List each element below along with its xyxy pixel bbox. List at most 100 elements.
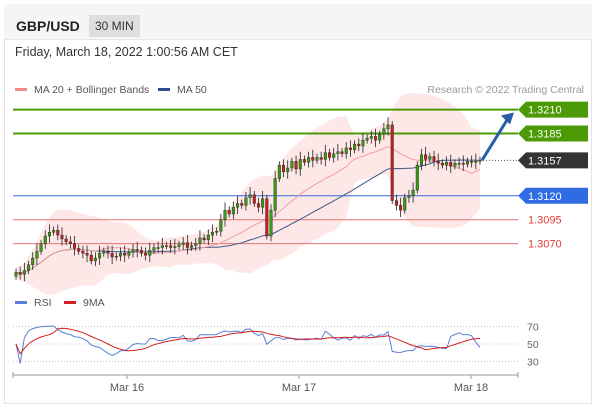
candle-body <box>265 198 269 237</box>
forecast-arrow <box>480 112 514 162</box>
price-level-label: 1.3070 <box>528 239 562 251</box>
candle-body <box>298 159 302 170</box>
candle-body <box>52 230 56 233</box>
candle-body <box>173 246 177 248</box>
price-level-label: 1.3095 <box>528 215 562 227</box>
candle-body <box>302 159 306 163</box>
rsi-tick-label: 30 <box>527 356 539 368</box>
candle-body <box>206 234 210 241</box>
date-label: Friday, March 18, 2022 1:00:56 AM CET <box>15 45 238 59</box>
candle-body <box>81 251 85 254</box>
ma50-legend-swatch <box>158 88 170 91</box>
candle-body <box>68 241 72 244</box>
candle-body <box>77 248 81 252</box>
candle-body <box>378 134 382 141</box>
candle-body <box>407 195 411 198</box>
candle-body <box>139 250 143 254</box>
candle-body <box>311 157 315 161</box>
bollinger-band-area <box>16 92 480 295</box>
rsi-tick-label: 50 <box>527 339 539 351</box>
price-level-lines <box>13 108 518 245</box>
timeframe-button[interactable]: 30 MIN <box>89 15 140 37</box>
ma9-legend-swatch <box>64 301 76 304</box>
candle-body <box>256 203 260 208</box>
price-tag-1.3185 <box>518 125 588 142</box>
chart-header: GBP/USD 30 MIN <box>4 4 592 40</box>
candle-body <box>131 249 135 253</box>
candle-body <box>35 251 39 259</box>
candle-body <box>286 167 290 173</box>
candle-body <box>424 154 428 160</box>
price-tag-1.3157 <box>518 152 588 169</box>
ma50-legend-label: MA 50 <box>177 84 207 96</box>
candle-body <box>135 249 139 251</box>
rsi-lines <box>15 325 481 364</box>
candle-body <box>419 154 423 166</box>
candle-body <box>231 207 235 215</box>
ma9-legend-label: 9MA <box>83 297 105 309</box>
candle-body <box>47 231 51 237</box>
price-level-labels: 1.3210 1.3185 1.3157 1.3120 1.3095 1.3070 <box>518 101 588 251</box>
candle-body <box>240 203 244 206</box>
x-tick-label: Mar 17 <box>282 382 316 394</box>
bollinger-band <box>16 92 480 295</box>
candle-body <box>127 252 131 256</box>
candle-body <box>457 163 461 165</box>
candle-body <box>307 157 311 163</box>
candle-body <box>315 157 319 161</box>
candle-body <box>411 189 415 196</box>
price-level-label: 1.3157 <box>528 155 562 167</box>
rsi-tick-label: 70 <box>527 322 539 334</box>
candle-body <box>210 231 214 236</box>
candle-body <box>340 151 344 154</box>
candle-body <box>89 254 93 262</box>
candle-body <box>102 251 106 254</box>
candle-body <box>290 161 294 169</box>
candle-body <box>215 231 219 233</box>
candle-body <box>373 136 377 141</box>
candle-body <box>449 162 453 167</box>
rsi-ma9-line <box>15 327 481 355</box>
candle-body <box>93 257 97 262</box>
candle-body <box>202 237 206 241</box>
candle-body <box>332 153 336 158</box>
candle-body <box>428 156 432 160</box>
candle-body <box>294 161 298 170</box>
candle-body <box>148 250 152 256</box>
candle-body <box>328 152 332 158</box>
candle-body <box>365 138 369 141</box>
candle-body <box>114 255 118 258</box>
candle-body <box>248 194 252 198</box>
candle-body <box>177 244 181 247</box>
rsi-line <box>15 325 481 364</box>
candle-body <box>436 161 440 164</box>
ma20-layer <box>15 146 481 274</box>
candle-body <box>119 253 123 257</box>
candle-body <box>236 203 240 208</box>
candle-body <box>474 161 478 163</box>
candle-body <box>185 242 189 248</box>
price-tag-1.3120 <box>518 187 588 204</box>
rsi-gridlines: 70 50 30 <box>13 322 539 368</box>
candle-body <box>465 161 469 165</box>
candle-body <box>198 237 202 244</box>
candle-body <box>277 164 281 179</box>
candle-body <box>123 253 127 256</box>
candle-body <box>361 140 365 147</box>
candle-body <box>399 205 403 211</box>
candle-body <box>190 245 194 248</box>
candle-body <box>244 197 248 206</box>
candle-body <box>227 209 231 215</box>
candle-body <box>323 152 327 160</box>
candle-body <box>432 156 436 162</box>
candle-body <box>461 163 465 165</box>
candle-body <box>194 243 198 246</box>
candle-body <box>252 194 256 204</box>
candle-body <box>470 161 474 163</box>
candle-body <box>440 163 444 166</box>
forecast-arrow-shaft <box>480 117 510 162</box>
candle-body <box>60 234 64 240</box>
candle-body <box>73 243 77 249</box>
candle-body <box>106 251 110 254</box>
